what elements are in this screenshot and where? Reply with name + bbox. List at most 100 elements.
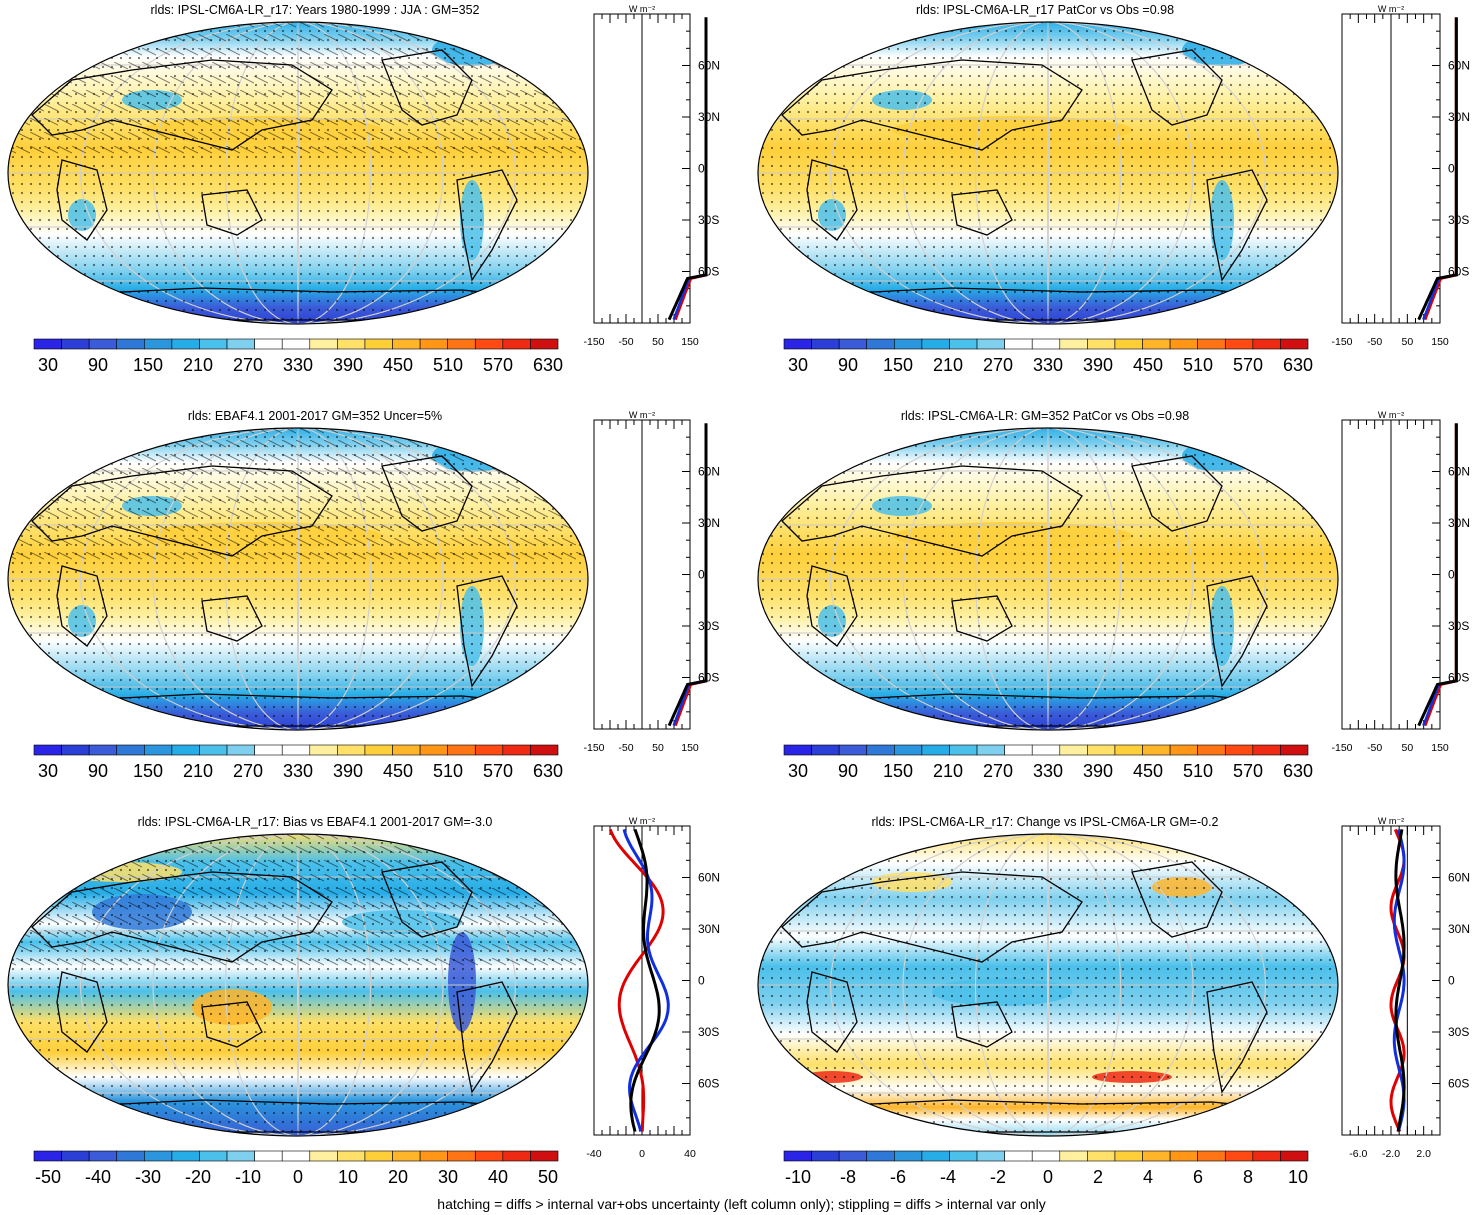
colorbar-swatch xyxy=(894,1150,923,1162)
colorbar-swatch xyxy=(88,744,118,756)
profile-y-tick-label: 30N xyxy=(698,110,720,124)
profile-y-tick-label: 0 xyxy=(1448,162,1455,176)
colorbar-swatch xyxy=(1004,744,1033,756)
colorbar-swatch xyxy=(1142,338,1171,350)
colorbar-swatch xyxy=(530,744,559,756)
colorbar-swatch xyxy=(1087,744,1116,756)
colorbar-swatch xyxy=(866,338,895,350)
colorbar-swatch xyxy=(171,1150,200,1162)
colorbar-swatch xyxy=(1059,338,1088,350)
colorbar-label: 210 xyxy=(183,761,213,781)
profile-x-tick-label: -2.0 xyxy=(1382,1148,1400,1160)
colorbar-swatch xyxy=(281,744,311,756)
map-panel xyxy=(7,21,589,325)
colorbar-swatch xyxy=(171,744,200,756)
colorbar-label: 630 xyxy=(533,761,563,781)
colorbar-swatch xyxy=(309,744,338,756)
colorbar-label: 4 xyxy=(1143,1167,1153,1187)
colorbar-swatch xyxy=(1004,338,1033,350)
colorbar-swatch xyxy=(1142,744,1171,756)
colorbar-swatch xyxy=(199,338,228,350)
colorbar-label: 30 xyxy=(38,761,58,781)
colorbar-label: 510 xyxy=(1183,355,1213,375)
profile-y-tick-label: 30S xyxy=(698,619,719,633)
colorbar-swatch xyxy=(1169,744,1198,756)
colorbar-label: 90 xyxy=(838,761,858,781)
colorbar-swatch xyxy=(337,338,366,350)
colorbar-swatch xyxy=(1252,744,1281,756)
colorbar-swatch xyxy=(1031,1150,1061,1162)
profile-x-tick-label: 40 xyxy=(684,1148,696,1160)
colorbar-swatch xyxy=(811,338,840,350)
colorbar-swatch xyxy=(116,744,145,756)
colorbar-label: -40 xyxy=(85,1167,111,1187)
colorbar-swatch xyxy=(392,338,421,350)
profile-y-tick-label: 60N xyxy=(698,871,720,885)
profile-curve xyxy=(629,828,661,1132)
colorbar-swatch xyxy=(1114,744,1143,756)
profile-x-tick-label: 150 xyxy=(681,742,699,754)
colorbar-swatch xyxy=(116,1150,145,1162)
colorbar-label: -10 xyxy=(785,1167,811,1187)
panel-title: rlds: IPSL-CM6A-LR_r17: Bias vs EBAF4.1 … xyxy=(137,815,493,829)
colorbar-swatch xyxy=(838,744,868,756)
colorbar-label: 570 xyxy=(1233,355,1263,375)
colorbar-label: 390 xyxy=(1083,761,1113,781)
profile-y-tick-label: 60N xyxy=(1448,59,1470,73)
colorbar-swatch xyxy=(783,744,812,756)
colorbar-swatch xyxy=(199,744,228,756)
colorbar-swatch xyxy=(921,1150,950,1162)
colorbar-swatch xyxy=(447,1150,476,1162)
colorbar-label: -10 xyxy=(235,1167,261,1187)
map-panel xyxy=(757,21,1339,325)
profile-x-tick-label: 50 xyxy=(652,742,664,754)
profile-curve xyxy=(1392,829,1406,1132)
zonal-profile: W m⁻² 60N 30N 0 30S 60S -40 0 40 xyxy=(586,816,720,1160)
colorbar-swatch xyxy=(199,1150,228,1162)
colorbar-swatch xyxy=(419,1150,448,1162)
profile-unit-label: W m⁻² xyxy=(1378,816,1404,826)
colorbar-swatch xyxy=(447,338,476,350)
colorbar-swatch xyxy=(474,1150,504,1162)
colorbar-label: 30 xyxy=(788,355,808,375)
colorbar-label: 210 xyxy=(933,355,963,375)
colorbar-label: 0 xyxy=(293,1167,303,1187)
colorbar-swatch xyxy=(447,744,476,756)
colorbar: 30 90 150 210 270 330 390 450 510 570 630 xyxy=(783,744,1313,781)
colorbar-label: 90 xyxy=(88,761,108,781)
colorbar-swatch xyxy=(894,744,923,756)
profile-y-tick-label: 30N xyxy=(698,516,720,530)
colorbar-label: 0 xyxy=(1043,1167,1053,1187)
colorbar-label: 510 xyxy=(1183,761,1213,781)
colorbar-label: 330 xyxy=(1033,761,1063,781)
colorbar-label: -20 xyxy=(185,1167,211,1187)
zonal-profile: W m⁻² 60N 30N 0 30S 60S -6.0 -2.0 2.0 xyxy=(1341,816,1470,1160)
colorbar-swatch xyxy=(1087,1150,1116,1162)
map-panel xyxy=(757,833,1339,1137)
colorbar-swatch xyxy=(88,1150,118,1162)
colorbar-label: 10 xyxy=(1288,1167,1308,1187)
profile-x-tick-label: 0 xyxy=(639,1148,645,1160)
colorbar-swatch xyxy=(976,744,1005,756)
colorbar-swatch xyxy=(474,744,504,756)
colorbar-label: 270 xyxy=(983,761,1013,781)
colorbar-swatch xyxy=(309,338,338,350)
colorbar-swatch xyxy=(921,744,950,756)
profile-y-tick-label: 60N xyxy=(698,59,720,73)
profile-x-tick-label: -50 xyxy=(618,742,633,754)
colorbar-swatch xyxy=(1280,1150,1309,1162)
profile-x-tick-label: -150 xyxy=(1331,742,1352,754)
colorbar-swatch xyxy=(1252,1150,1281,1162)
colorbar-swatch xyxy=(226,1150,255,1162)
colorbar-swatch xyxy=(949,744,978,756)
profile-x-tick-label: 50 xyxy=(1401,336,1413,348)
colorbar-swatch xyxy=(309,1150,338,1162)
profile-x-tick-label: -150 xyxy=(1331,336,1352,348)
profile-x-tick-label: -150 xyxy=(583,336,604,348)
colorbar-label: 8 xyxy=(1243,1167,1253,1187)
colorbar-label: 270 xyxy=(233,355,263,375)
colorbar-swatch xyxy=(33,338,62,350)
profile-y-tick-label: 0 xyxy=(698,568,705,582)
